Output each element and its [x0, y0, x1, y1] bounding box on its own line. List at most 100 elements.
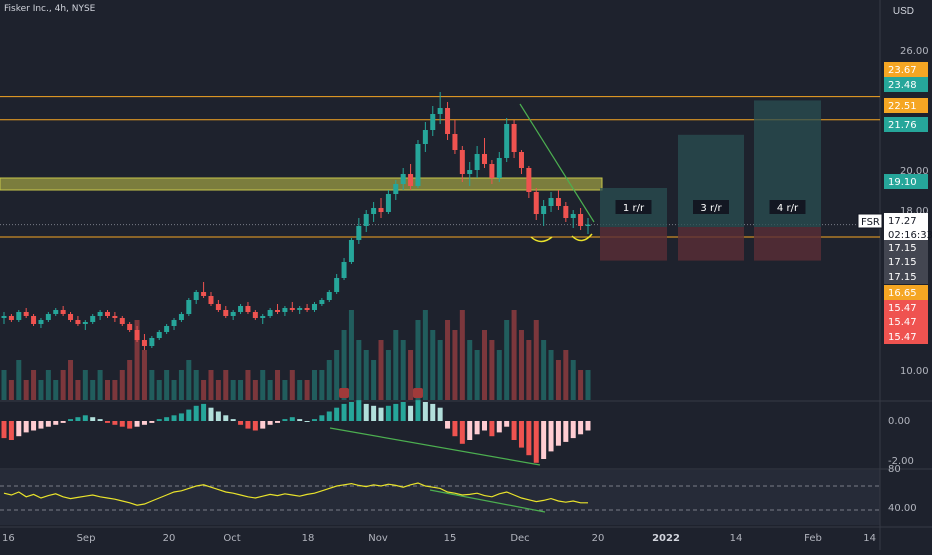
candle-body	[60, 310, 66, 314]
volume-bar	[156, 380, 162, 400]
macd-histogram-bar	[297, 419, 303, 421]
volume-bar	[149, 370, 155, 400]
candle-body	[400, 174, 406, 184]
candle-body	[16, 312, 22, 320]
macd-histogram-bar	[171, 415, 177, 421]
volume-bar	[97, 370, 103, 400]
loss-zone	[678, 227, 744, 261]
rsi-tick-label: 80	[888, 464, 901, 475]
candle-body	[141, 340, 147, 346]
candle-body	[437, 108, 443, 114]
volume-bar	[275, 370, 281, 400]
macd-histogram-bar	[1, 421, 7, 439]
macd-histogram-bar	[289, 417, 295, 421]
candle-body	[363, 214, 369, 226]
volume-bar	[319, 370, 325, 400]
volume-bar	[548, 350, 554, 400]
macd-histogram-bar	[311, 419, 317, 421]
candle-body	[341, 262, 347, 278]
macd-histogram-bar	[496, 421, 502, 433]
volume-bar	[90, 380, 96, 400]
candle-body	[238, 306, 244, 312]
macd-histogram-bar	[334, 407, 340, 421]
loss-zone	[600, 227, 667, 261]
volume-bar	[385, 350, 391, 400]
time-tick-label: Oct	[223, 533, 240, 544]
macd-histogram-bar	[282, 419, 288, 421]
time-tick-label: Nov	[368, 533, 388, 544]
candle-body	[467, 170, 473, 174]
candle-body	[570, 214, 576, 218]
time-tick-label: 20	[592, 533, 605, 544]
candle-body	[408, 174, 414, 186]
candle-body	[201, 292, 207, 296]
volume-bar	[31, 370, 37, 400]
double-bottom-arc-left	[530, 236, 553, 243]
candle-body	[518, 152, 524, 168]
macd-histogram-bar	[38, 421, 44, 429]
volume-bar	[223, 370, 229, 400]
volume-bar	[178, 370, 184, 400]
volume-bar	[45, 370, 51, 400]
volume-bar	[408, 350, 414, 400]
candle-body	[526, 168, 532, 192]
macd-histogram-bar	[563, 421, 569, 442]
volume-bar	[260, 370, 266, 400]
resistance-zone	[0, 177, 603, 191]
candle-body	[482, 154, 488, 164]
macd-histogram-bar	[541, 421, 547, 459]
volume-bar	[60, 370, 66, 400]
candle-body	[119, 318, 125, 324]
volume-bar	[112, 380, 118, 400]
time-tick-label: Sep	[77, 533, 96, 544]
candle-body	[452, 134, 458, 150]
volume-bar	[252, 380, 258, 400]
macd-histogram-bar	[260, 421, 266, 429]
time-tick-label: 20	[163, 533, 176, 544]
macd-histogram-bar	[156, 419, 162, 421]
earnings-marker-icon	[412, 388, 423, 398]
macd-histogram-bar	[437, 407, 443, 421]
price-axis-tag	[884, 240, 928, 255]
price-axis-tag	[884, 62, 928, 77]
volume-bar	[452, 330, 458, 400]
price-axis-tag	[884, 269, 928, 284]
volume-bar	[238, 380, 244, 400]
candle-body	[371, 208, 377, 214]
volume-bar	[141, 350, 147, 400]
macd-histogram-bar	[378, 407, 384, 421]
volume-bar	[578, 370, 584, 400]
volume-bar	[474, 350, 480, 400]
rr-label: 1 r/r	[623, 203, 645, 214]
volume-bar	[215, 380, 221, 400]
macd-tick-label: 0.00	[888, 416, 910, 427]
macd-histogram-bar	[267, 421, 273, 425]
volume-bar	[82, 370, 88, 400]
volume-bar	[208, 370, 214, 400]
macd-histogram-bar	[348, 402, 354, 421]
rr-label-background	[769, 200, 806, 214]
candle-body	[385, 194, 391, 212]
candle-body	[548, 198, 554, 206]
candle-body	[45, 314, 51, 320]
candle-body	[186, 300, 192, 314]
price-axis-tag	[884, 77, 928, 92]
candle-body	[378, 208, 384, 212]
price-axis-tag	[884, 174, 928, 189]
candle-body	[104, 312, 110, 316]
candle-body	[149, 338, 155, 346]
volume-bar	[16, 360, 22, 400]
double-bottom-arc-right	[571, 233, 593, 242]
candle-body	[156, 332, 162, 338]
macd-histogram-bar	[149, 421, 155, 423]
macd-histogram-bar	[504, 421, 510, 427]
rsi-tick-label: 40.00	[888, 503, 917, 514]
candle-body	[97, 312, 103, 316]
candle-body	[68, 314, 74, 320]
candle-body	[489, 164, 495, 178]
macd-histogram-bar	[201, 403, 207, 421]
macd-histogram-bar	[555, 421, 561, 446]
macd-histogram-bar	[422, 402, 428, 421]
trend-line	[519, 103, 595, 223]
